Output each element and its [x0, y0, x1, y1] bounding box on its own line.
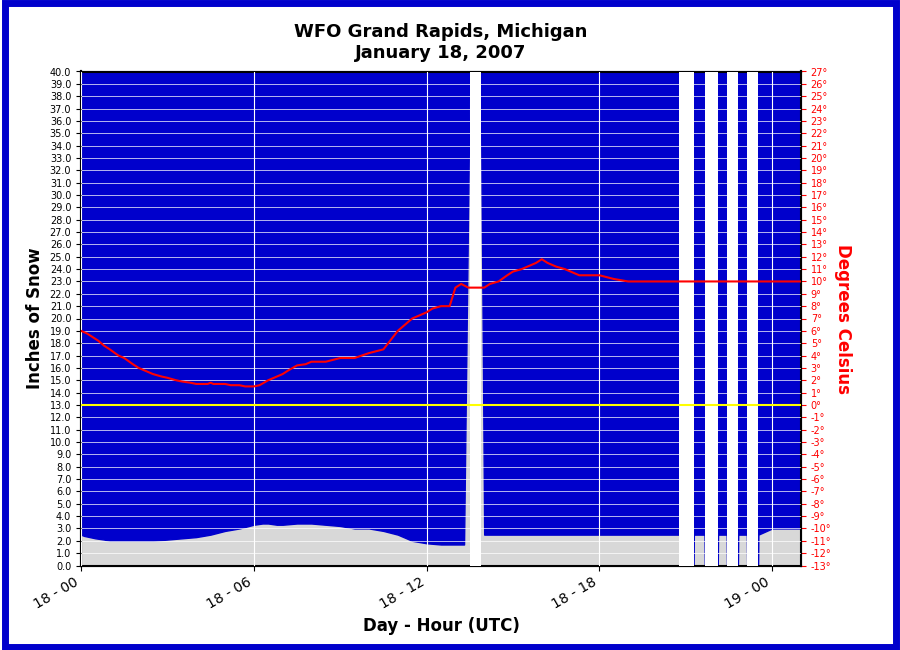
Bar: [705, 72, 718, 566]
Bar: [726, 72, 738, 566]
Y-axis label: Inches of Snow: Inches of Snow: [26, 248, 44, 389]
Title: WFO Grand Rapids, Michigan
January 18, 2007: WFO Grand Rapids, Michigan January 18, 2…: [294, 23, 588, 62]
X-axis label: Day - Hour (UTC): Day - Hour (UTC): [363, 618, 519, 636]
Bar: [680, 72, 694, 566]
Bar: [747, 72, 759, 566]
Bar: [470, 72, 481, 566]
Y-axis label: Degrees Celsius: Degrees Celsius: [834, 244, 852, 393]
